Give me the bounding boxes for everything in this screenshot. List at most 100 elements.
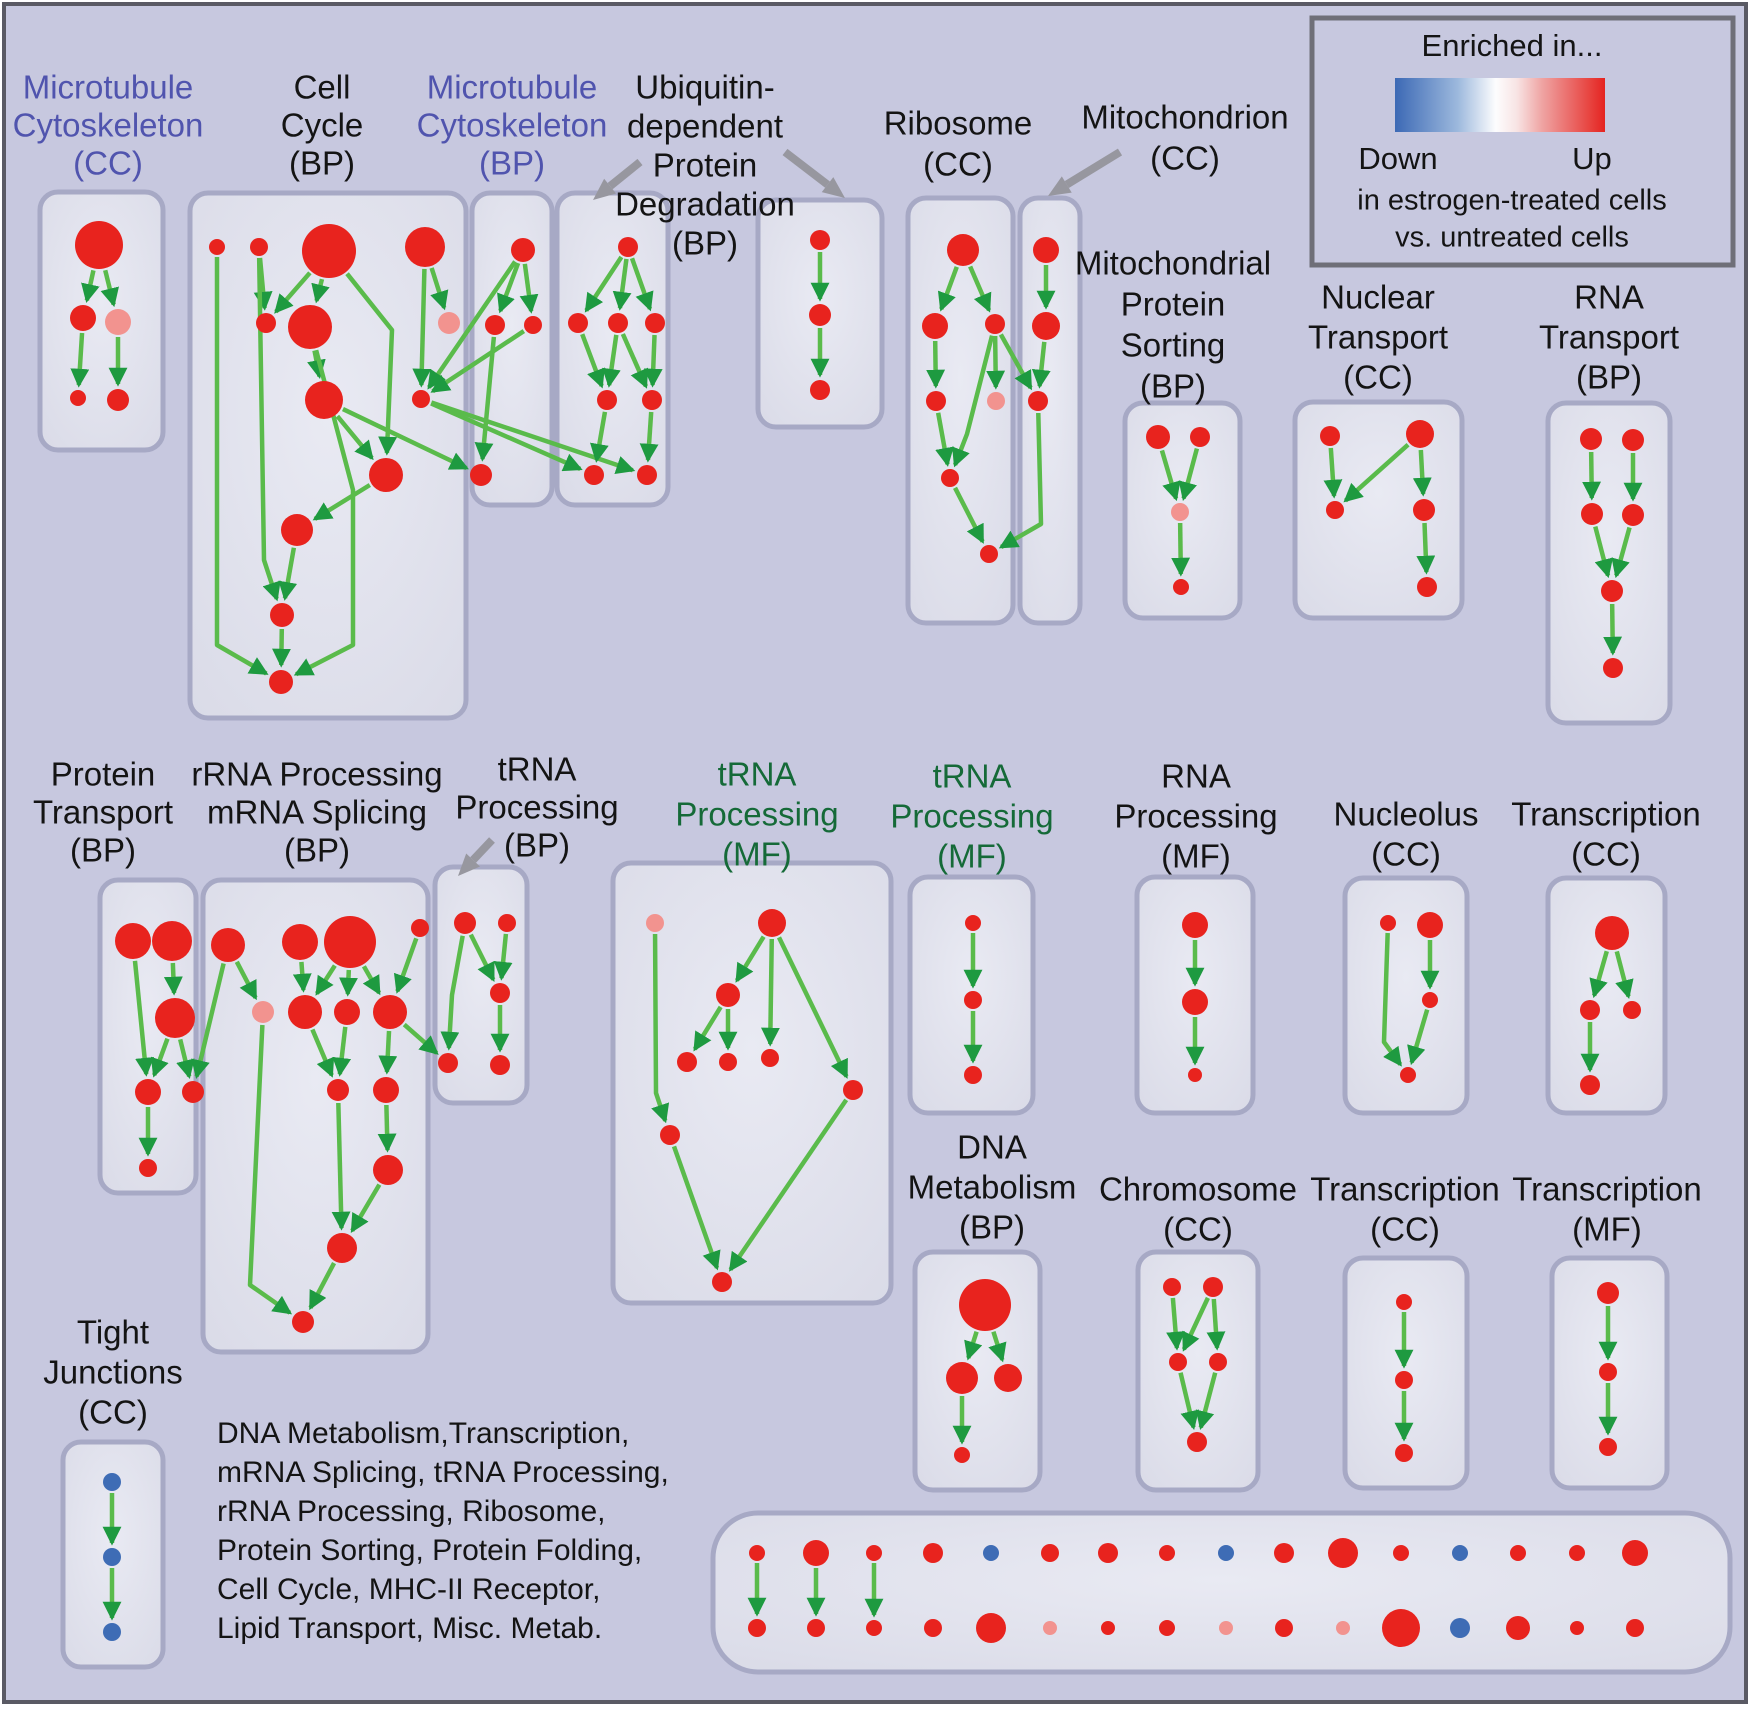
node-ll9 — [1219, 1621, 1233, 1635]
node-cc8 — [305, 381, 343, 419]
cluster-label-line: (BP) — [504, 827, 570, 864]
category-text-block: DNA Metabolism,Transcription, mRNA Splici… — [217, 1417, 669, 1645]
node-lu14 — [1510, 1545, 1526, 1561]
node-te1 — [1597, 1282, 1619, 1304]
node-dm4 — [954, 1447, 970, 1463]
node-u8 — [637, 465, 657, 485]
edge-cc3-cc6 — [311, 278, 330, 304]
edge-cc6-cc13 — [293, 349, 356, 677]
cluster-label-line: Transcription — [1511, 796, 1701, 833]
node-ll4 — [924, 1619, 942, 1637]
edge-rl-rm — [308, 1261, 337, 1311]
legend-up-label: Up — [1572, 141, 1612, 176]
node-u4 — [645, 313, 665, 333]
node-cc5 — [256, 313, 276, 333]
node-cc1 — [209, 239, 225, 255]
node-cc7 — [438, 312, 460, 334]
cluster-label-line: (CC) — [1370, 1211, 1440, 1248]
edge-r3-r5 — [986, 335, 1006, 390]
node-td2 — [1395, 1371, 1413, 1389]
edge-rt4-rt5 — [1611, 526, 1632, 579]
cluster-label-line: Tight — [77, 1314, 149, 1351]
node-ll11 — [1336, 1621, 1350, 1635]
node-r3 — [985, 314, 1005, 334]
cluster-label-line: Processing — [675, 796, 838, 833]
edge-tm3-tm4 — [692, 1005, 723, 1052]
edge-ch3-ch5 — [1178, 1372, 1199, 1430]
node-ms2 — [1190, 427, 1210, 447]
edge-u2-u5 — [580, 333, 605, 389]
cluster-label-line: DNA — [957, 1129, 1027, 1166]
edge-cc1-cc13 — [214, 257, 269, 676]
cluster-label-line: dependent — [627, 108, 783, 145]
node-pt3 — [155, 998, 195, 1038]
node-mtbp3 — [524, 316, 542, 334]
cluster-label-line: Cytoskeleton — [417, 107, 608, 144]
node-pt5 — [182, 1081, 204, 1103]
node-tn2 — [964, 991, 982, 1009]
cluster-box-b_mito — [1017, 195, 1083, 626]
node-mtcc1 — [75, 221, 123, 269]
cluster-label-line: (BP) — [1140, 368, 1206, 405]
cluster-label-line: (BP) — [284, 832, 350, 869]
edge-mtcc1-mtcc3 — [100, 269, 119, 308]
node-tn3 — [964, 1066, 982, 1084]
edge-u6-u8 — [639, 411, 659, 463]
node-tj3 — [103, 1623, 121, 1641]
cluster-label-line: Cytoskeleton — [13, 107, 204, 144]
node-ch4 — [1209, 1353, 1227, 1371]
cluster-label-line: Chromosome — [1099, 1171, 1297, 1208]
node-tc2 — [1580, 1000, 1600, 1020]
edge-cc8-mtbp4 — [341, 407, 469, 471]
edge-cc3-cc10 — [345, 272, 398, 456]
node-tb3 — [490, 983, 510, 1003]
cluster-label-tc: Transcription(CC) — [1511, 796, 1701, 873]
cluster-label-line: (CC) — [73, 145, 143, 182]
node-nu3 — [1422, 992, 1438, 1008]
edge-tb1-tb4 — [440, 935, 465, 1051]
cluster-box-b_mtbp — [469, 190, 555, 508]
node-tc4 — [1580, 1075, 1600, 1095]
node-lu9 — [1218, 1545, 1234, 1561]
legend-title: Enriched in... — [1422, 28, 1603, 63]
edge-rc-rf — [315, 964, 337, 996]
cluster-label-line: Processing — [455, 789, 618, 826]
edge-u1-u4 — [629, 257, 654, 312]
cluster-label-line: Microtubule — [23, 69, 194, 106]
node-tb2 — [498, 914, 516, 932]
cluster-label-line: Cell — [294, 69, 351, 106]
node-rb — [282, 924, 318, 960]
node-ch5 — [1187, 1432, 1207, 1452]
legend-subtitle-1: in estrogen-treated cells — [1357, 185, 1667, 217]
cluster-label-line: mRNA Splicing — [207, 794, 427, 831]
edge-tb2-tb3 — [493, 933, 513, 981]
node-ch2 — [1203, 1277, 1223, 1297]
node-tm3 — [716, 983, 740, 1007]
node-tb4 — [438, 1053, 458, 1073]
node-nt1 — [1320, 426, 1340, 446]
cluster-label-line: Transport — [1539, 319, 1679, 356]
node-lu13 — [1452, 1545, 1468, 1561]
node-lu1 — [749, 1545, 765, 1561]
edge-mtcc1-mtcc2 — [81, 269, 100, 304]
node-cc12 — [270, 603, 294, 627]
edge-rh-rj — [378, 1030, 398, 1075]
edge-r6-r7 — [953, 486, 985, 544]
edge-u5-u7 — [590, 411, 609, 463]
edge-nt2-nt3 — [1343, 442, 1410, 503]
category-text-line: Lipid Transport, Misc. Metab. — [217, 1612, 602, 1645]
cluster-label-line: Cycle — [281, 107, 364, 144]
node-ra — [211, 928, 245, 962]
cluster-label-line: (BP) — [1576, 359, 1642, 396]
edge-pt2-pt3 — [163, 962, 183, 996]
cluster-label-line: Mitochondrial — [1075, 245, 1271, 282]
edge-r1-r3 — [968, 265, 992, 313]
edge-r3-r6 — [952, 335, 995, 468]
node-ch1 — [1163, 1278, 1181, 1296]
node-mtbp4 — [470, 464, 492, 486]
cluster-label-line: tRNA — [933, 758, 1012, 795]
node-te3 — [1599, 1438, 1617, 1456]
edge-cc9-u7 — [430, 401, 583, 472]
edge-u3-u6 — [620, 333, 649, 389]
